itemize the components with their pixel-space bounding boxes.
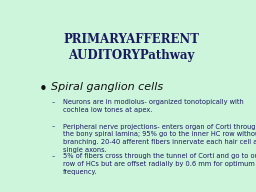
Text: –: –: [52, 124, 55, 130]
Text: Peripheral nerve projections- enters organ of Corti through
the bony spiral lami: Peripheral nerve projections- enters org…: [63, 124, 256, 153]
Text: Spiral ganglion cells: Spiral ganglion cells: [51, 82, 163, 92]
Text: PRIMARYAFFERENT
AUDITORYPathway: PRIMARYAFFERENT AUDITORYPathway: [63, 33, 199, 62]
Text: 5% of fibers cross through the tunnel of Corti and go to outer
row of HCs but ar: 5% of fibers cross through the tunnel of…: [63, 153, 256, 175]
Text: –: –: [52, 153, 55, 159]
Text: –: –: [52, 99, 55, 105]
Text: •: •: [39, 82, 48, 97]
Text: Neurons are in modiolus- organized tonotopically with
cochlea low tones at apex.: Neurons are in modiolus- organized tonot…: [63, 99, 243, 113]
